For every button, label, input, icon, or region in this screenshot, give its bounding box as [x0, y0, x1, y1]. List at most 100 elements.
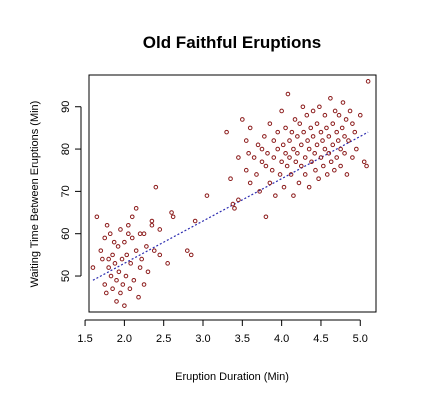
data-point [263, 163, 269, 169]
data-point [297, 121, 303, 126]
data-point [280, 142, 286, 148]
x-tick-label: 4.5 [313, 333, 328, 345]
data-points [90, 79, 371, 308]
data-point [139, 256, 144, 262]
y-tick-label: 60 [60, 228, 72, 240]
data-point [324, 172, 330, 177]
data-point [295, 150, 300, 156]
x-tick-label: 2.0 [117, 333, 132, 345]
data-point [144, 244, 149, 249]
data-point [357, 112, 363, 118]
data-point [259, 159, 265, 165]
data-point [343, 117, 349, 122]
data-point [246, 150, 251, 156]
y-tick-label: 50 [60, 270, 72, 282]
data-point [301, 129, 306, 135]
data-point [255, 142, 261, 148]
data-point [119, 256, 125, 262]
data-point [334, 129, 339, 135]
data-point [133, 248, 139, 253]
data-point [114, 277, 119, 283]
data-point [240, 117, 245, 122]
data-point [305, 138, 310, 143]
data-point [291, 193, 296, 198]
data-point [365, 79, 371, 84]
data-point [192, 218, 198, 224]
data-point [137, 265, 143, 270]
data-point [306, 184, 312, 190]
data-point [364, 163, 369, 169]
data-point [115, 244, 121, 249]
data-point [224, 129, 229, 135]
data-point [102, 282, 108, 287]
x-axis: 1.5 2.0 2.5 3.0 3.5 4.0 4.5 5.0 [77, 319, 368, 345]
data-point [338, 146, 343, 152]
data-point [137, 231, 143, 237]
data-point [98, 248, 104, 253]
data-point [104, 222, 110, 228]
data-point [306, 146, 312, 152]
data-point [309, 159, 314, 165]
data-point [352, 129, 358, 135]
data-point [291, 146, 296, 152]
data-point [259, 146, 265, 152]
data-point [118, 227, 123, 232]
data-point [273, 193, 278, 198]
data-point [338, 163, 343, 169]
data-point [184, 248, 190, 253]
data-point [243, 138, 249, 143]
data-point [318, 129, 324, 135]
data-point [332, 108, 338, 114]
data-point [330, 142, 336, 148]
data-point [262, 134, 267, 139]
data-point [310, 134, 316, 139]
data-point [251, 155, 257, 160]
data-point [247, 180, 253, 186]
data-point [188, 252, 194, 258]
data-point [247, 125, 253, 131]
data-point [312, 150, 317, 156]
data-point [334, 155, 339, 160]
y-tick-label: 70 [60, 185, 72, 197]
data-point [100, 256, 105, 262]
data-point [279, 108, 284, 114]
data-point [122, 239, 127, 245]
y-tick-label: 80 [60, 143, 72, 155]
y-axis: 50 60 70 80 90 [60, 101, 82, 282]
data-point [263, 214, 269, 220]
data-point [292, 117, 298, 122]
data-point [313, 167, 318, 173]
y-tick-label: 90 [60, 101, 72, 113]
data-point [318, 155, 324, 160]
data-point [230, 201, 236, 207]
x-tick-label: 2.5 [156, 333, 171, 345]
data-point [169, 210, 174, 215]
data-point [316, 176, 321, 181]
x-axis-label: Eruption Duration (Min) [175, 371, 289, 383]
data-point [236, 197, 241, 203]
data-point [281, 184, 287, 190]
data-point [332, 167, 337, 173]
data-point [346, 138, 351, 143]
data-point [296, 180, 302, 186]
data-point [283, 150, 288, 156]
data-point [326, 150, 332, 156]
data-point [310, 108, 316, 114]
data-point [141, 231, 147, 237]
data-point [111, 239, 117, 245]
data-point [287, 155, 292, 160]
data-point [165, 261, 170, 266]
data-point [122, 303, 127, 308]
data-point [320, 138, 325, 143]
data-point [321, 163, 326, 169]
data-point [271, 155, 277, 160]
data-point [275, 146, 281, 152]
data-point [283, 125, 288, 131]
data-point [326, 134, 332, 139]
data-point [157, 252, 163, 258]
data-point [108, 273, 114, 279]
data-point [149, 222, 155, 228]
data-point [279, 159, 284, 165]
data-point [295, 134, 300, 139]
data-point [124, 252, 130, 258]
